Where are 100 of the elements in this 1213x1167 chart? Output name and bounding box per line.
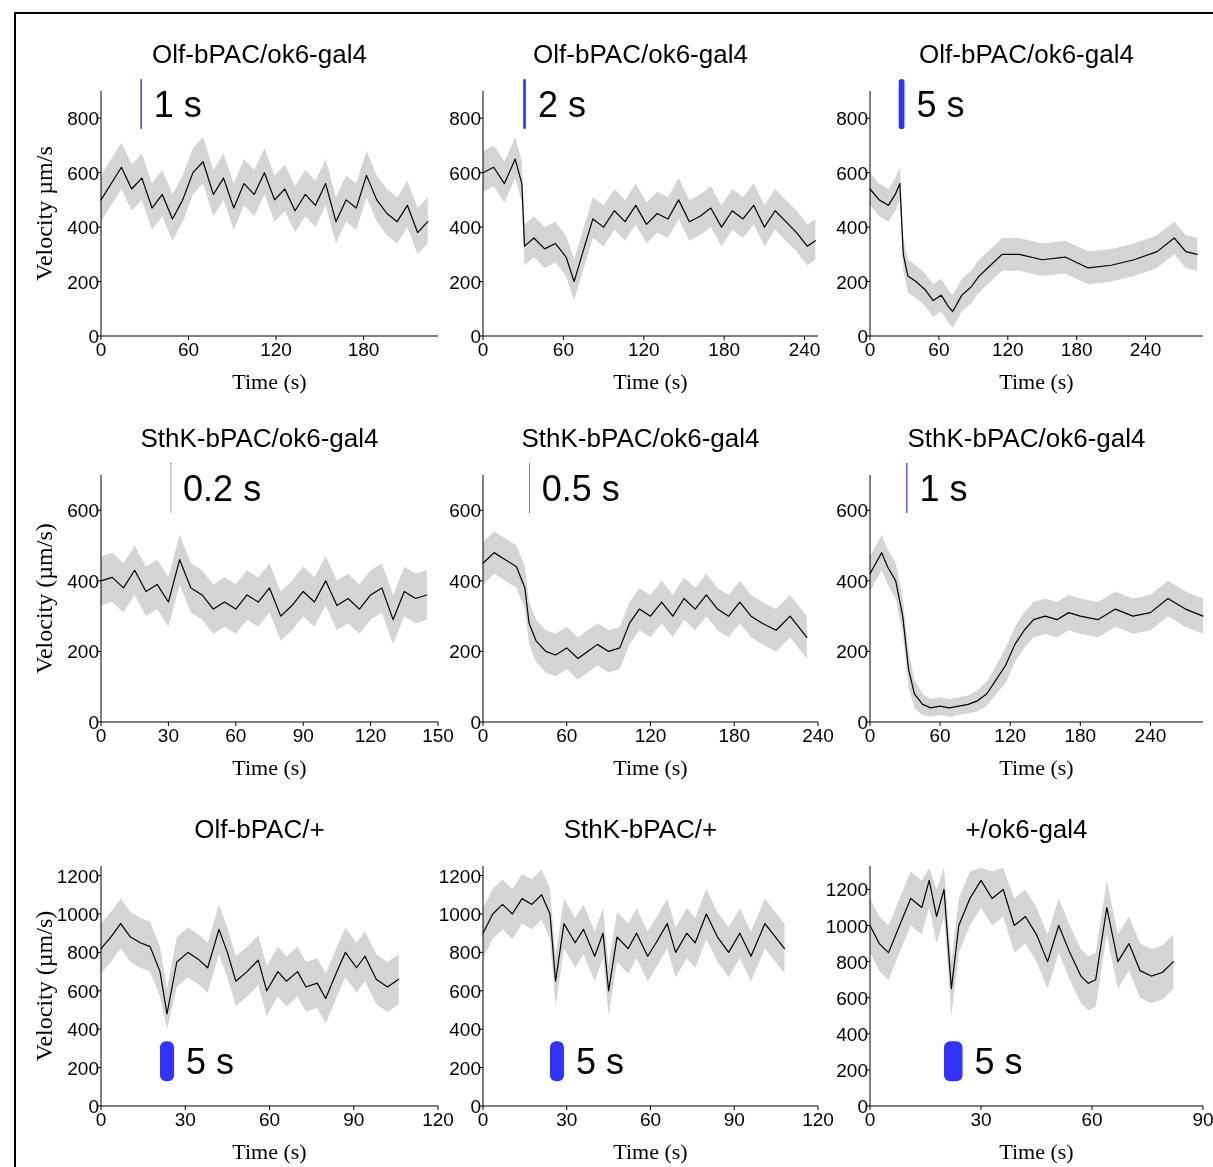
y-axis-title: Velocity (µm/s) — [31, 523, 57, 674]
x-axis-title: Time (s) — [999, 1139, 1074, 1164]
chart-title: SthK-bPAC/+ — [563, 814, 718, 844]
x-tick-label: 60 — [1081, 1109, 1103, 1130]
y-tick-label: 1000 — [438, 904, 481, 925]
x-axis-title: Time (s) — [232, 1139, 307, 1164]
x-tick-label: 180 — [718, 725, 751, 746]
y-tick-label: 1200 — [438, 865, 481, 887]
y-tick-label: 400 — [67, 570, 99, 592]
band-label: 1 s — [153, 84, 202, 125]
x-tick-label: 30 — [157, 725, 179, 746]
y-tick-label: 200 — [449, 1057, 481, 1079]
x-tick-label: 120 — [634, 725, 667, 746]
band-label: 5 s — [575, 1041, 624, 1083]
y-tick-label: 200 — [67, 1057, 99, 1079]
x-tick-label: 30 — [556, 1109, 578, 1130]
y-tick-label: 600 — [67, 500, 99, 522]
y-tick-label: 600 — [836, 987, 868, 1009]
x-tick-label: 120 — [991, 339, 1024, 360]
y-tick-label: 600 — [836, 162, 868, 184]
band-label: 5 s — [974, 1041, 1023, 1083]
y-tick-label: 400 — [67, 217, 99, 239]
y-tick-label: 1000 — [825, 915, 868, 937]
band-label: 0.5 s — [541, 468, 620, 509]
x-tick-label: 60 — [258, 1109, 281, 1130]
band-label: 2 s — [537, 84, 586, 125]
y-tick-label: 800 — [836, 951, 868, 973]
x-tick-label: 60 — [639, 1109, 662, 1130]
y-tick-label: 600 — [449, 162, 481, 184]
x-tick-label: 30 — [970, 1109, 992, 1130]
x-axis-title: Time (s) — [999, 369, 1074, 394]
x-tick-label: 120 — [627, 339, 660, 360]
band-label: 5 s — [186, 1041, 235, 1083]
x-tick-label: 180 — [1064, 725, 1097, 746]
x-tick-label: 60 — [929, 725, 951, 746]
y-tick-label: 400 — [836, 1023, 868, 1045]
x-tick-label: 90 — [1192, 1109, 1213, 1130]
chart-title: SthK-bPAC/ok6-gal4 — [140, 423, 379, 453]
x-tick-label: 60 — [552, 339, 574, 360]
x-tick-label: 90 — [292, 725, 314, 746]
x-tick-label: 240 — [1129, 339, 1162, 360]
y-tick-label: 200 — [67, 271, 99, 293]
y-tick-label: 800 — [449, 108, 481, 130]
x-tick-label: 120 — [354, 725, 387, 746]
y-tick-label: 200 — [836, 271, 868, 293]
y-tick-label: 800 — [449, 942, 481, 964]
y-tick-label: 400 — [449, 217, 481, 239]
y-tick-label: 200 — [836, 1059, 868, 1081]
y-tick-label: 200 — [67, 641, 99, 663]
x-tick-label: 180 — [347, 339, 380, 360]
chart-title: +/ok6-gal4 — [965, 814, 1088, 844]
x-tick-label: 60 — [556, 725, 578, 746]
x-axis-title: Time (s) — [613, 1139, 688, 1164]
chart-title: Olf-bPAC/ok6-gal4 — [533, 39, 748, 69]
x-tick-label: 60 — [225, 725, 247, 746]
y-tick-label: 400 — [836, 570, 868, 592]
y-tick-label: 400 — [836, 217, 868, 239]
x-tick-label: 90 — [723, 1109, 745, 1130]
x-tick-label: 240 — [1134, 725, 1167, 746]
y-tick-label: 800 — [67, 942, 99, 964]
chart-title: Olf-bPAC/ok6-gal4 — [152, 39, 367, 69]
y-tick-label: 400 — [449, 570, 481, 592]
band-label: 0.2 s — [183, 468, 262, 509]
y-axis-title: Velocity (µm/s) — [31, 910, 57, 1062]
x-tick-label: 150 — [422, 725, 454, 746]
y-tick-label: 200 — [449, 641, 481, 663]
y-tick-label: 1200 — [56, 865, 99, 887]
x-tick-label: 120 — [260, 339, 292, 360]
x-axis-title: Time (s) — [232, 369, 307, 394]
band-label: 1 s — [919, 468, 968, 509]
y-tick-label: 200 — [836, 641, 868, 663]
x-axis-title: Time (s) — [999, 755, 1074, 780]
chart-title: Olf-bPAC/ok6-gal4 — [919, 39, 1134, 69]
y-tick-label: 800 — [67, 108, 99, 130]
x-tick-label: 120 — [802, 1109, 834, 1130]
x-tick-label: 90 — [343, 1109, 365, 1130]
y-tick-label: 200 — [449, 271, 481, 293]
x-axis-title: Time (s) — [232, 755, 307, 780]
y-tick-label: 600 — [67, 162, 99, 184]
y-axis-title: Velocity µm/s — [31, 146, 57, 281]
x-tick-label: 30 — [174, 1109, 196, 1130]
x-tick-label: 180 — [1060, 339, 1093, 360]
y-tick-label: 1000 — [56, 904, 99, 925]
y-tick-label: 800 — [836, 108, 868, 130]
chart-title: SthK-bPAC/ok6-gal4 — [521, 423, 760, 453]
chart-title: SthK-bPAC/ok6-gal4 — [907, 423, 1146, 453]
y-tick-label: 600 — [67, 980, 99, 1002]
y-tick-label: 600 — [449, 980, 481, 1002]
y-tick-label: 400 — [67, 1019, 99, 1041]
x-tick-label: 240 — [802, 725, 834, 746]
x-tick-label: 120 — [994, 725, 1027, 746]
x-tick-label: 240 — [788, 339, 821, 360]
x-tick-label: 120 — [422, 1109, 454, 1130]
x-tick-label: 60 — [928, 339, 950, 360]
chart-title: Olf-bPAC/+ — [194, 814, 325, 844]
y-tick-label: 400 — [449, 1019, 481, 1041]
x-tick-label: 60 — [177, 339, 200, 360]
x-axis-title: Time (s) — [613, 755, 688, 780]
x-tick-label: 180 — [708, 339, 741, 360]
y-tick-label: 1200 — [825, 879, 868, 901]
